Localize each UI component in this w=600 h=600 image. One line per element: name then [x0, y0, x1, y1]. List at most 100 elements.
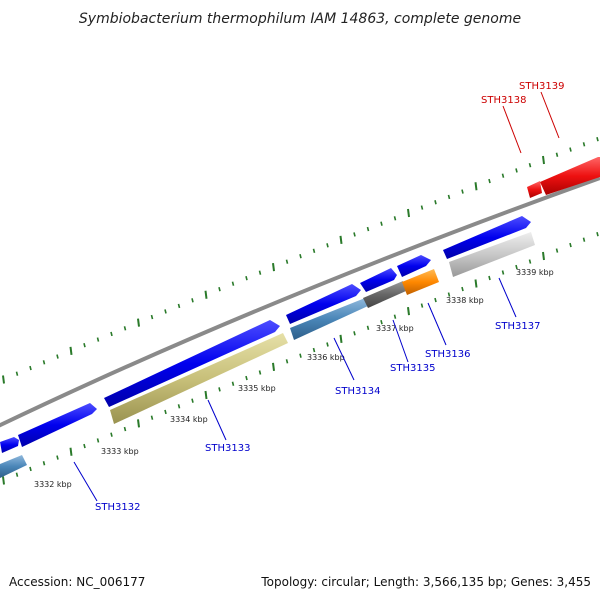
minor-tick: [110, 331, 113, 337]
callout-line: [427, 302, 447, 346]
gene-label-STH3132[interactable]: STH3132: [95, 502, 140, 513]
minor-tick: [447, 292, 451, 297]
gene-label-STH3137[interactable]: STH3137: [495, 321, 540, 332]
gene-track: [0, 157, 600, 478]
major-tick: [69, 346, 73, 356]
minor-tick: [596, 232, 599, 237]
minor-tick: [528, 259, 532, 264]
minor-tick: [177, 404, 181, 409]
minor-tick: [312, 347, 316, 353]
gene-bar-STH3136[interactable]: [402, 269, 439, 295]
ruler-label: 3334 kbp: [170, 415, 208, 424]
minor-tick: [569, 147, 572, 152]
forward-gene-arrow[interactable]: [18, 403, 97, 447]
minor-tick: [528, 163, 532, 168]
minor-tick: [366, 226, 370, 232]
minor-tick: [299, 353, 302, 358]
minor-tick: [434, 297, 437, 303]
gene-bar-STH3132[interactable]: [0, 455, 27, 478]
gene-bar-STH3138[interactable]: [527, 181, 542, 198]
minor-tick: [231, 381, 235, 386]
gene-bar-STH3135[interactable]: [363, 281, 406, 308]
minor-tick: [164, 309, 167, 314]
minor-tick: [285, 359, 289, 364]
gene-label-STH3136[interactable]: STH3136: [425, 349, 470, 360]
gene-label-STH3134[interactable]: STH3134: [335, 386, 380, 397]
minor-tick: [380, 320, 383, 325]
ruler-label: 3338 kbp: [446, 296, 484, 305]
minor-tick: [326, 243, 329, 248]
ruler-label: 3337 kbp: [376, 324, 414, 333]
callout-line: [333, 337, 355, 381]
minor-tick: [501, 270, 505, 275]
gene-bar-STH3137[interactable]: [449, 232, 535, 277]
minor-tick: [461, 286, 464, 292]
forward-gene-arrow[interactable]: [443, 216, 531, 259]
minor-tick: [447, 194, 451, 200]
minor-tick: [366, 325, 370, 330]
gene-label-STH3138[interactable]: STH3138: [481, 95, 526, 106]
minor-tick: [42, 461, 46, 466]
minor-tick: [461, 189, 464, 194]
ruler-label: 3333 kbp: [101, 447, 139, 456]
forward-gene-arrow[interactable]: [104, 320, 280, 407]
minor-tick: [42, 360, 46, 365]
gene-label-STH3135[interactable]: STH3135: [390, 363, 435, 374]
major-tick: [69, 447, 73, 456]
ruler-label: 3339 kbp: [516, 268, 554, 277]
forward-gene-arrow[interactable]: [0, 437, 19, 453]
minor-tick: [218, 287, 221, 292]
forward-gene-arrow[interactable]: [360, 268, 397, 292]
major-tick: [204, 390, 208, 400]
major-tick: [137, 419, 140, 428]
minor-tick: [164, 409, 167, 415]
minor-tick: [555, 248, 559, 253]
forward-gene-arrow[interactable]: [286, 284, 361, 324]
major-tick: [272, 362, 275, 372]
major-tick: [339, 334, 343, 344]
minor-tick: [231, 281, 235, 286]
gene-bar-STH3139[interactable]: [540, 157, 600, 195]
minor-tick: [150, 314, 154, 320]
minor-tick: [555, 152, 559, 157]
minor-tick: [434, 200, 437, 205]
minor-tick: [515, 264, 518, 270]
minor-tick: [258, 270, 262, 275]
minor-tick: [393, 314, 397, 319]
minor-tick: [258, 370, 262, 375]
minor-tick: [150, 415, 154, 420]
minor-tick: [96, 337, 100, 342]
topology-text: Topology: circular; Length: 3,566,135 bp…: [260, 575, 591, 589]
map-title: Symbiobacterium thermophilum IAM 14863, …: [79, 11, 521, 27]
gene-bar-STH3133[interactable]: [110, 333, 288, 424]
gene-bar-STH3134[interactable]: [290, 298, 368, 340]
genome-backbone: [0, 176, 600, 428]
minor-tick: [380, 221, 383, 226]
minor-tick: [123, 326, 127, 331]
major-tick: [542, 251, 545, 261]
minor-tick: [501, 173, 505, 178]
callout-line: [502, 105, 522, 154]
forward-gene-arrow[interactable]: [397, 255, 431, 277]
minor-tick: [515, 168, 518, 173]
minor-tick: [15, 371, 19, 376]
minor-tick: [582, 237, 586, 242]
callout-line: [498, 277, 517, 318]
minor-tick: [312, 248, 316, 253]
minor-tick: [420, 303, 424, 308]
gene-label-STH3133[interactable]: STH3133: [205, 443, 250, 454]
accession-text: Accession: NC_006177: [9, 575, 145, 589]
major-tick: [407, 306, 410, 316]
minor-tick: [56, 455, 59, 460]
gene-callouts: STH3132 STH3133 STH3134 STH3135 STH3136 …: [73, 81, 564, 513]
minor-tick: [569, 242, 572, 248]
inner-ruler: [2, 232, 599, 485]
gene-label-STH3139[interactable]: STH3139: [519, 81, 564, 92]
minor-tick: [29, 365, 32, 371]
ruler-label: 3336 kbp: [307, 353, 345, 362]
major-tick: [339, 235, 343, 245]
major-tick: [2, 375, 5, 384]
minor-tick: [191, 298, 194, 303]
minor-tick: [110, 432, 113, 437]
